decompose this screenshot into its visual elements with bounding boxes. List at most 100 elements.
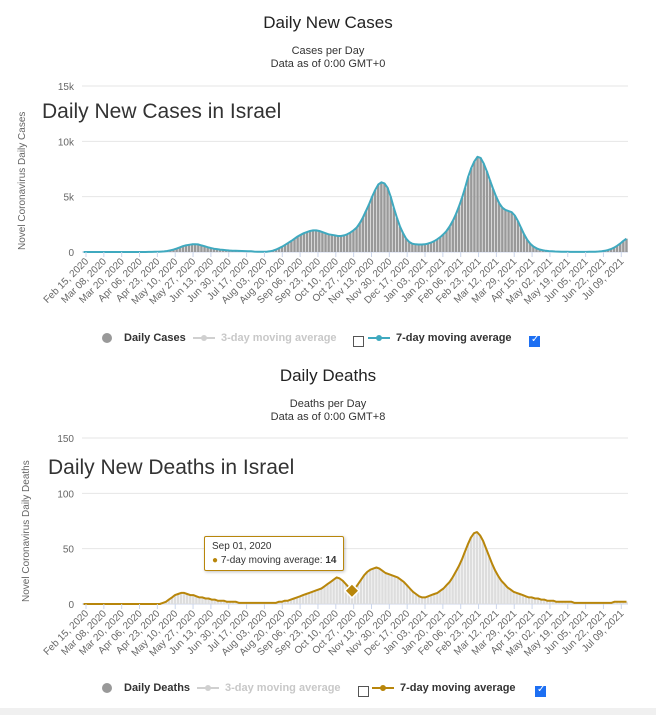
deaths-bar[interactable]: [234, 601, 238, 604]
cases-bar[interactable]: [209, 248, 212, 252]
cases-bar[interactable]: [432, 241, 436, 252]
deaths-bar[interactable]: [481, 540, 485, 604]
cases-bar[interactable]: [414, 244, 417, 252]
deaths-bar[interactable]: [210, 599, 213, 604]
cases-bar[interactable]: [280, 246, 284, 252]
deaths-bar[interactable]: [405, 585, 409, 604]
deaths-bar[interactable]: [518, 594, 521, 604]
deaths-bar[interactable]: [387, 574, 390, 604]
deaths-bar[interactable]: [204, 598, 207, 604]
cases-bar[interactable]: [423, 244, 427, 252]
cases-bar[interactable]: [460, 197, 464, 252]
deaths-bar[interactable]: [304, 594, 308, 604]
cases-bar[interactable]: [435, 239, 439, 252]
deaths-bar[interactable]: [460, 559, 463, 604]
cases-bar[interactable]: [293, 238, 296, 252]
legend-7day-cases[interactable]: 7-day moving average: [368, 332, 512, 344]
cases-bar[interactable]: [367, 204, 371, 252]
deaths-bar[interactable]: [472, 533, 476, 604]
cases-bar[interactable]: [287, 242, 290, 252]
deaths-bar[interactable]: [176, 594, 180, 604]
deaths-bar[interactable]: [311, 591, 314, 604]
cases-bar[interactable]: [466, 176, 470, 252]
deaths-bar[interactable]: [548, 600, 552, 604]
cases-bar[interactable]: [175, 248, 178, 252]
deaths-bar[interactable]: [555, 601, 558, 604]
deaths-bar[interactable]: [317, 589, 320, 604]
deaths-bar[interactable]: [362, 575, 366, 604]
deaths-bar[interactable]: [384, 573, 387, 604]
cases-3day-checkbox[interactable]: [353, 336, 364, 347]
deaths-bar[interactable]: [613, 601, 616, 604]
cases-7day-checkbox[interactable]: ✓: [529, 334, 540, 347]
deaths-bar[interactable]: [301, 595, 305, 604]
deaths-bar[interactable]: [469, 537, 473, 604]
cases-bar[interactable]: [299, 234, 302, 252]
deaths-bar[interactable]: [524, 596, 528, 604]
deaths-bar[interactable]: [228, 601, 232, 604]
legend-3day-deaths[interactable]: 3-day moving average: [197, 682, 341, 694]
cases-bar[interactable]: [386, 187, 389, 252]
cases-bar[interactable]: [277, 248, 281, 252]
deaths-bar[interactable]: [625, 601, 628, 604]
deaths-bar[interactable]: [539, 599, 543, 604]
cases-bar[interactable]: [454, 214, 458, 252]
deaths-bar[interactable]: [475, 532, 479, 604]
cases-bar[interactable]: [346, 234, 349, 252]
deaths-bar[interactable]: [173, 595, 177, 604]
cases-bar[interactable]: [507, 211, 510, 252]
cases-bar[interactable]: [283, 244, 287, 252]
deaths-bar[interactable]: [512, 591, 515, 604]
deaths-bar[interactable]: [353, 588, 357, 604]
deaths-bar[interactable]: [341, 580, 345, 604]
deaths-bar[interactable]: [283, 600, 287, 604]
deaths-bar[interactable]: [545, 600, 549, 604]
cases-bar[interactable]: [349, 232, 352, 252]
deaths-bar[interactable]: [231, 601, 235, 604]
deaths-bar[interactable]: [213, 599, 216, 604]
deaths-bar[interactable]: [225, 601, 229, 604]
deaths-bar[interactable]: [619, 601, 622, 604]
deaths-bar[interactable]: [506, 587, 509, 604]
deaths-bar[interactable]: [164, 601, 168, 604]
cases-bar[interactable]: [203, 246, 206, 252]
cases-bar[interactable]: [538, 249, 541, 252]
cases-bar[interactable]: [398, 226, 402, 252]
deaths-bar[interactable]: [521, 595, 524, 604]
deaths-bar[interactable]: [186, 594, 189, 604]
deaths-bar[interactable]: [329, 581, 332, 604]
deaths-bar[interactable]: [497, 576, 500, 604]
deaths-bar[interactable]: [466, 544, 470, 604]
cases-bar[interactable]: [491, 188, 495, 252]
cases-bar[interactable]: [519, 227, 523, 252]
deaths-bar[interactable]: [356, 584, 360, 604]
cases-bar[interactable]: [429, 242, 433, 252]
deaths-bar[interactable]: [515, 592, 518, 604]
legend-daily-deaths[interactable]: Daily Deaths: [96, 682, 190, 694]
deaths-bar[interactable]: [536, 598, 540, 604]
cases-bar[interactable]: [445, 230, 448, 252]
deaths-bar[interactable]: [570, 601, 573, 604]
deaths-bar[interactable]: [622, 601, 625, 604]
cases-bar[interactable]: [377, 184, 380, 252]
deaths-bar[interactable]: [170, 597, 174, 604]
deaths-bar[interactable]: [295, 597, 299, 604]
cases-bar[interactable]: [442, 234, 445, 252]
cases-bar[interactable]: [302, 233, 306, 252]
cases-bar[interactable]: [336, 235, 340, 252]
cases-bar[interactable]: [383, 183, 386, 252]
cases-bar[interactable]: [333, 235, 337, 252]
deaths-bar[interactable]: [393, 576, 396, 604]
cases-bar[interactable]: [193, 244, 197, 252]
cases-bar[interactable]: [352, 230, 355, 252]
deaths-bar[interactable]: [381, 570, 384, 604]
deaths-bar[interactable]: [442, 588, 445, 604]
cases-bar[interactable]: [488, 180, 492, 252]
deaths-bar[interactable]: [423, 597, 427, 604]
deaths-bar[interactable]: [320, 588, 323, 604]
deaths-bar[interactable]: [408, 588, 412, 604]
deaths-bar[interactable]: [338, 578, 341, 604]
deaths-bar[interactable]: [378, 568, 381, 604]
cases-bar[interactable]: [482, 163, 485, 252]
cases-bar[interactable]: [187, 244, 191, 252]
